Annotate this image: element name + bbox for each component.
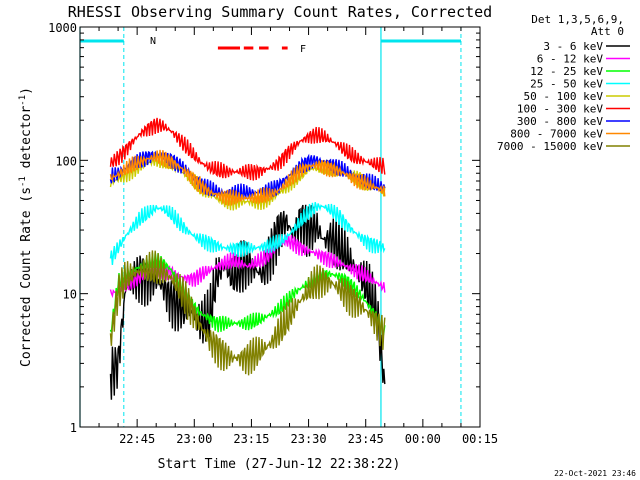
y-axis-label-part: Corrected Count Rate (s (19, 187, 34, 367)
legend-entry-label: 300 - 800 keV (517, 115, 603, 128)
x-tick-label: 23:45 (348, 432, 384, 446)
x-tick-label: 23:30 (291, 432, 327, 446)
x-tick-label: 22:45 (119, 432, 155, 446)
y-axis-label-superscript: -1 (18, 176, 28, 187)
series-line-7 (109, 149, 386, 206)
series-line-4 (109, 152, 386, 211)
legend-header-line: Att 0 (591, 25, 624, 38)
y-axis-label-superscript: -1 (18, 95, 28, 106)
legend-entry-label: 100 - 300 keV (517, 103, 603, 116)
legend-entry-label: 6 - 12 keV (537, 53, 604, 66)
night-marker-label: N (150, 36, 156, 47)
legend-entry-label: 50 - 100 keV (524, 90, 604, 103)
series-line-3 (109, 202, 386, 265)
x-axis-label: Start Time (27-Jun-12 22:38:22) (158, 457, 401, 472)
flare-marker-label: F (300, 44, 306, 55)
y-axis-label-part: detector (19, 106, 34, 177)
legend-entry-label: 25 - 50 keV (530, 78, 603, 91)
footer-timestamp: 22-Oct-2021 23:46 (554, 469, 636, 478)
x-tick-label: 00:15 (462, 432, 498, 446)
plot-frame (79, 26, 481, 428)
x-tick-label: 23:00 (176, 432, 212, 446)
y-tick-label: 10 (63, 288, 77, 302)
legend-entry-label: 12 - 25 keV (530, 65, 603, 78)
series-layer (109, 117, 386, 400)
legend-entry-label: 800 - 7000 keV (510, 128, 603, 141)
y-tick-label: 1000 (48, 21, 77, 35)
axis-ticks: 1000 100 10 1 22:45 23:00 23:15 23:30 23:45 00:00… (48, 21, 498, 446)
x-tick-label: 23:15 (233, 432, 269, 446)
legend-entry-label: 7000 - 15000 keV (497, 140, 603, 153)
chart-title: RHESSI Observing Summary Count Rates, Co… (68, 3, 492, 21)
y-tick-label: 100 (55, 154, 77, 168)
y-axis-label: Corrected Count Rate (s-1 detector-1) (18, 87, 34, 367)
legend-entry-label: 3 - 6 keV (543, 40, 603, 53)
markers: NF (150, 36, 306, 55)
series-line-8 (109, 250, 386, 376)
y-axis-label-part: ) (19, 87, 34, 95)
series-line-5 (109, 117, 386, 181)
y-tick-label: 1 (70, 421, 77, 435)
legend-header-line: Det 1,3,5,6,9, (531, 13, 624, 26)
x-tick-label: 00:00 (405, 432, 441, 446)
